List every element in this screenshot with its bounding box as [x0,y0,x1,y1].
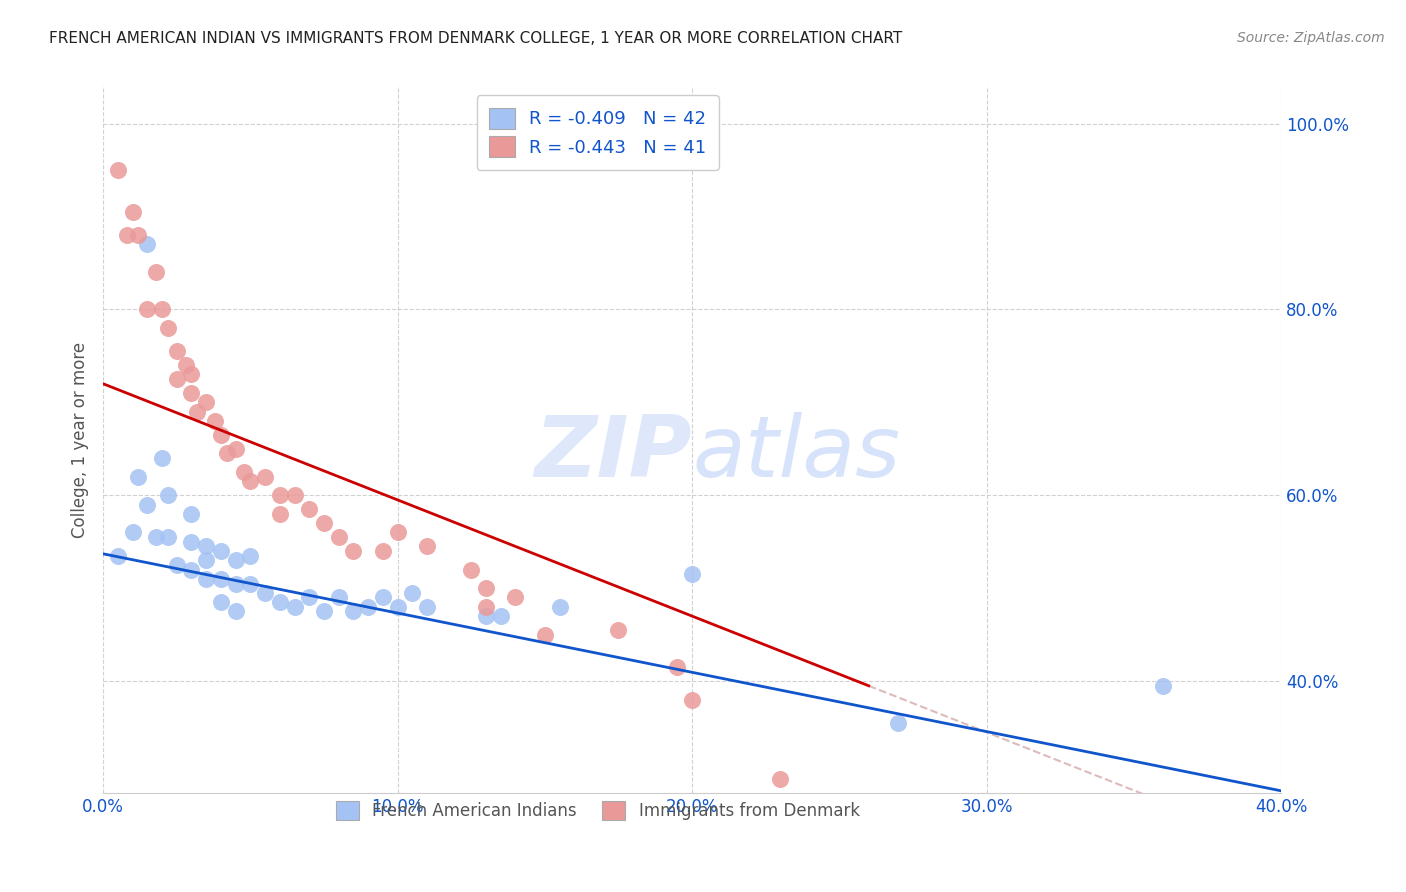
Point [150,302,173,317]
Point [225,442,247,456]
Text: atlas: atlas [692,412,900,495]
Point [1152,679,1174,693]
Point [225,576,247,591]
Point [180,507,202,521]
Point [136,302,159,317]
Point [357,599,380,614]
Point [460,563,482,577]
Point [371,591,394,605]
Point [269,488,291,502]
Point [283,599,305,614]
Point [204,414,226,428]
Point [387,599,409,614]
Point [195,540,218,554]
Point [269,595,291,609]
Point [195,395,218,409]
Point [121,204,143,219]
Point [681,567,703,582]
Point [269,507,291,521]
Point [239,576,262,591]
Point [769,772,792,786]
Point [209,544,232,558]
Point [127,469,149,483]
Point [136,498,159,512]
Text: FRENCH AMERICAN INDIAN VS IMMIGRANTS FROM DENMARK COLLEGE, 1 YEAR OR MORE CORREL: FRENCH AMERICAN INDIAN VS IMMIGRANTS FRO… [49,31,903,46]
Point [145,530,167,544]
Point [475,581,498,595]
Point [209,572,232,586]
Point [328,530,350,544]
Point [107,549,129,563]
Point [121,525,143,540]
Point [387,525,409,540]
Point [283,488,305,502]
Point [681,692,703,706]
Point [666,660,689,674]
Point [416,599,439,614]
Point [107,163,129,178]
Y-axis label: College, 1 year or more: College, 1 year or more [72,342,89,538]
Point [607,623,630,637]
Point [166,558,188,572]
Point [887,715,910,730]
Point [166,372,188,386]
Point [254,469,277,483]
Point [233,465,256,479]
Point [225,604,247,618]
Point [180,386,202,401]
Point [489,609,512,624]
Point [180,534,202,549]
Point [401,586,423,600]
Point [209,428,232,442]
Point [342,544,364,558]
Point [505,591,527,605]
Point [195,553,218,567]
Point [215,446,238,460]
Point [156,488,179,502]
Point [145,265,167,279]
Point [548,599,571,614]
Point [239,475,262,489]
Point [174,358,197,372]
Point [136,237,159,252]
Point [209,595,232,609]
Point [312,516,335,530]
Point [371,544,394,558]
Point [533,628,555,642]
Point [156,530,179,544]
Point [475,609,498,624]
Point [298,591,321,605]
Point [254,586,277,600]
Point [115,228,138,243]
Point [127,228,149,243]
Point [416,540,439,554]
Point [186,404,208,418]
Point [298,502,321,516]
Text: Source: ZipAtlas.com: Source: ZipAtlas.com [1237,31,1385,45]
Point [225,553,247,567]
Legend: French American Indians, Immigrants from Denmark: French American Indians, Immigrants from… [322,788,873,834]
Point [195,572,218,586]
Point [180,563,202,577]
Point [312,604,335,618]
Point [475,599,498,614]
Point [239,549,262,563]
Point [166,344,188,359]
Point [156,321,179,335]
Point [328,591,350,605]
Text: ZIP: ZIP [534,412,692,495]
Point [180,368,202,382]
Point [342,604,364,618]
Point [150,451,173,466]
